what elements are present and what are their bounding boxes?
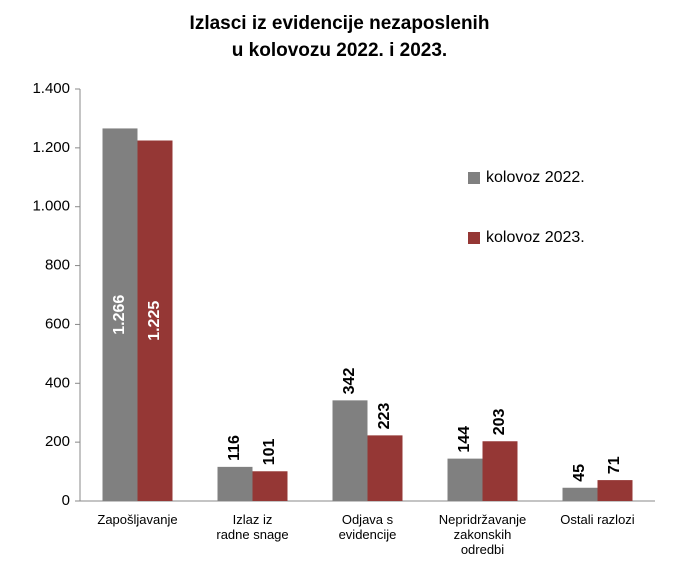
y-tick-label: 1.400 xyxy=(32,80,70,97)
value-label: 1.225 xyxy=(146,301,163,341)
x-tick-label: Nepridržavanje zakonskih odredbi xyxy=(438,512,527,557)
bar xyxy=(482,441,518,501)
bar xyxy=(137,140,173,501)
x-tick-label: Zapošljavanje xyxy=(97,512,178,527)
bar xyxy=(252,471,288,501)
value-label: 1.266 xyxy=(111,295,128,335)
x-tick-label: Odjava s evidencije xyxy=(338,512,397,542)
value-label: 71 xyxy=(606,456,623,474)
value-label: 144 xyxy=(456,426,473,453)
legend-swatch xyxy=(468,232,480,244)
value-label: 203 xyxy=(491,408,508,435)
bar xyxy=(562,487,598,501)
bar xyxy=(332,400,368,501)
y-tick-label: 1.200 xyxy=(32,139,70,156)
bar xyxy=(102,128,138,502)
chart-title: Izlasci iz evidencije nezaposlenih u kol… xyxy=(189,13,490,61)
bar xyxy=(367,435,403,501)
y-tick-label: 800 xyxy=(45,257,70,274)
bar xyxy=(447,458,483,501)
value-label: 101 xyxy=(261,438,278,465)
value-label: 116 xyxy=(226,435,243,461)
bar xyxy=(217,466,253,501)
value-label: 223 xyxy=(376,403,393,430)
y-tick-label: 400 xyxy=(45,374,70,391)
legend-label: kolovoz 2022. xyxy=(486,169,585,186)
x-tick-label: Izlaz iz radne snage xyxy=(216,512,289,542)
value-label: 342 xyxy=(341,368,358,395)
y-tick-label: 200 xyxy=(45,433,70,450)
y-tick-label: 0 xyxy=(62,492,70,509)
bar xyxy=(597,480,633,501)
legend-swatch xyxy=(468,172,480,184)
value-label: 45 xyxy=(571,464,588,482)
y-tick-label: 1.000 xyxy=(32,198,70,215)
y-tick-label: 600 xyxy=(45,315,70,332)
x-tick-label: Ostali razlozi xyxy=(560,512,635,527)
legend-label: kolovoz 2023. xyxy=(486,229,585,246)
